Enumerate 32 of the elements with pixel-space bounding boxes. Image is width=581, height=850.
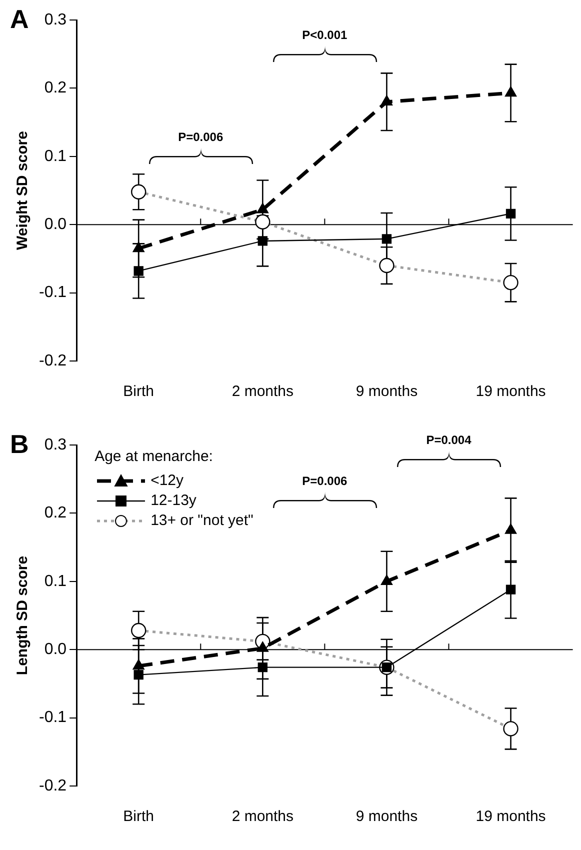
chart-title: B — [10, 429, 29, 460]
legend-title: Age at menarche: — [94, 447, 214, 467]
legend-label: 12-13y — [150, 491, 196, 511]
y-tick-label: 0.3 — [44, 11, 67, 28]
legend-label: <12y — [150, 471, 184, 491]
x-tick-label: Birth — [123, 808, 154, 826]
y-tick-label: 0.2 — [44, 504, 67, 522]
y-tick-label: -0.2 — [38, 777, 67, 794]
y-tick-label: 0.0 — [44, 216, 67, 234]
annotation: P=0.006 — [178, 130, 224, 144]
x-tick-label: 19 months — [476, 808, 546, 826]
x-tick-label: 2 months — [232, 383, 294, 400]
y-tick-label: 0.1 — [44, 148, 67, 165]
x-tick-label: 9 months — [356, 383, 418, 400]
chart-title: A — [10, 4, 29, 35]
x-tick-label: 19 months — [476, 383, 546, 400]
x-tick-label: 2 months — [232, 808, 294, 826]
annotation: P<0.001 — [302, 28, 348, 42]
y-tick-label: 0.1 — [44, 572, 67, 590]
legend-label: 13+ or "not yet" — [150, 511, 254, 531]
y-tick-label: -0.1 — [38, 709, 67, 726]
y-tick-label: 0.3 — [44, 436, 67, 454]
y-axis-title: Weight SD score — [14, 131, 32, 250]
y-tick-label: -0.2 — [38, 352, 67, 370]
y-tick-label: 0.0 — [44, 641, 67, 658]
y-tick-label: -0.1 — [38, 284, 67, 302]
y-axis-title: Length SD score — [14, 556, 32, 676]
y-tick-label: 0.2 — [44, 80, 67, 97]
annotation: P=0.004 — [426, 432, 472, 447]
annotation: P=0.006 — [302, 474, 348, 488]
x-tick-label: 9 months — [356, 808, 418, 826]
x-tick-label: Birth — [123, 383, 154, 400]
